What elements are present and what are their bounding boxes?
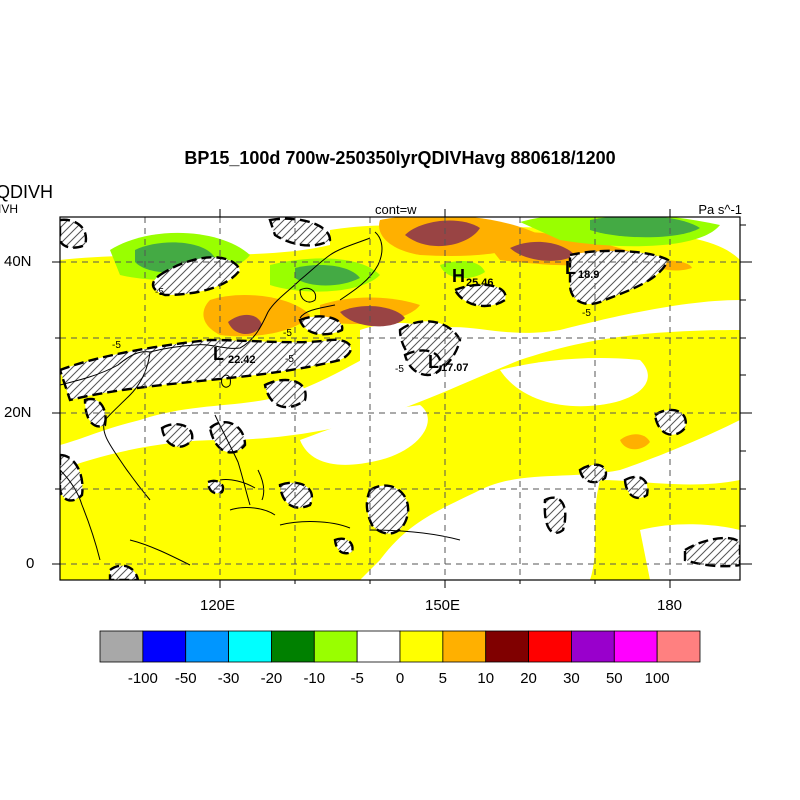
colorbar-tick-label: 100 (644, 670, 670, 687)
colorbar-swatch (528, 630, 572, 663)
colorbar-swatch (613, 630, 658, 663)
colorbar-swatch (185, 630, 229, 663)
colorbar-swatch (356, 630, 401, 663)
plot-frame (59, 216, 741, 581)
high-marker-letter: H (452, 266, 465, 286)
left-variable-label: QDIVH (0, 182, 54, 202)
colorbar-tick-label: -20 (260, 670, 283, 687)
colorbar-tick-label: -50 (174, 670, 197, 687)
low-marker-letter: L (565, 258, 576, 278)
left-variable-sublabel: IVH (0, 202, 19, 216)
colorbar-tick-label: -5 (350, 670, 364, 687)
units-label: Pa s^-1 (698, 202, 742, 217)
plot-title: BP15_100d 700w-250350lyrQDIVHavg 880618/… (184, 148, 616, 168)
colorbar-tick-label: 50 (605, 670, 623, 687)
extrema-labels: L 22.42 H 25.46 L 17.07 L 18.9 (213, 258, 599, 374)
colorbar-swatch (142, 630, 187, 663)
contour-label: -5 (283, 328, 292, 339)
colorbar-tick-label: -10 (303, 670, 326, 687)
colorbar-swatch (442, 630, 487, 663)
colorbar-tick-label: 10 (477, 670, 495, 687)
shaded-field (60, 217, 740, 580)
coastlines (60, 231, 461, 566)
colorbar-swatch (571, 630, 615, 663)
colorbar-swatch (656, 630, 701, 663)
colorbar-tick-label: -30 (217, 670, 240, 687)
low-marker-value: 17.07 (441, 362, 469, 374)
x-axis-label: 180 (657, 597, 683, 614)
x-axis-label: 150E (425, 597, 461, 614)
colorbar-swatch (271, 630, 315, 663)
contour-label: -5 (155, 287, 164, 298)
low-marker-letter: L (428, 352, 439, 372)
colorbar-swatch (313, 630, 358, 663)
colorbar-swatch (99, 630, 144, 663)
colorbar-tick-label: 30 (563, 670, 580, 687)
colorbar-tick-label: -100 (127, 670, 158, 687)
contour-label: -5 (285, 354, 294, 365)
contour-labels: -5 -5 -5 -5 -5 -5 (112, 287, 591, 375)
high-marker-value: 25.46 (466, 277, 494, 289)
axis-ticks (52, 209, 752, 588)
y-axis-label: 20N (4, 404, 32, 421)
contour-label: -5 (395, 364, 404, 375)
colorbar-tick-label: 0 (395, 670, 405, 687)
y-axis-label: 0 (26, 555, 35, 572)
colorbar (99, 630, 701, 663)
colorbar-swatch (485, 630, 529, 663)
colorbar-tick-label: 20 (520, 670, 537, 687)
low-marker-letter: L (213, 344, 224, 364)
colorbar-swatch (399, 630, 444, 663)
x-axis-label: 120E (200, 597, 236, 614)
colorbar-tick-label: 5 (438, 670, 448, 687)
colorbar-swatch (228, 630, 272, 663)
y-axis-label: 40N (4, 253, 32, 270)
contour-label: -5 (112, 340, 121, 351)
gridlines (60, 217, 740, 580)
low-marker-value: 22.42 (228, 354, 256, 366)
low-marker-value: 18.9 (578, 269, 599, 281)
contour-variable-label: cont=w (375, 202, 417, 217)
contour-label: -5 (582, 308, 591, 319)
